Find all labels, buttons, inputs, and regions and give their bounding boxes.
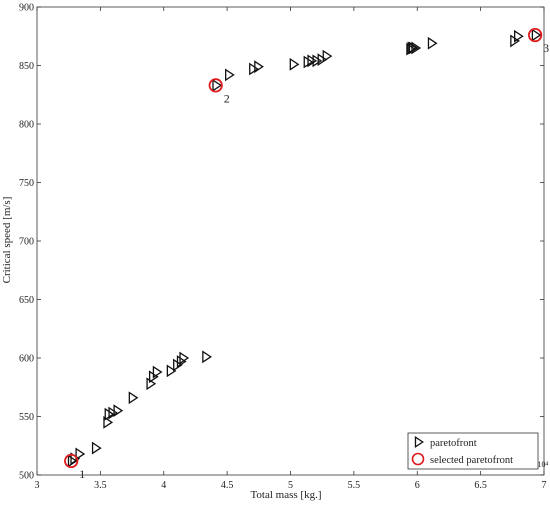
paretofront-point: [427, 36, 438, 50]
x-tick-label: 4.5: [221, 480, 234, 491]
paretofront-point: [212, 78, 223, 92]
x-tick-label: 6.5: [474, 480, 487, 491]
legend-label-selected: selected paretofront: [430, 455, 513, 466]
selected-point: [64, 453, 79, 469]
paretofront-point: [108, 406, 119, 420]
x-tick-label: 3: [35, 480, 40, 491]
axes-box: [36, 6, 545, 476]
paretofront-point: [249, 62, 259, 76]
paretofront-point: [179, 351, 190, 365]
paretofront-point: [317, 53, 328, 67]
x-tick-label: 5.5: [348, 480, 361, 491]
paretofront-point: [166, 364, 177, 378]
legend-marker-selected: [411, 452, 425, 466]
paretofront-point: [128, 391, 139, 405]
paretofront-point: [91, 441, 102, 455]
y-tick-label: 550: [19, 412, 34, 423]
legend-marker-paretofront: [414, 435, 424, 449]
selected-point-label: 1: [79, 467, 85, 481]
paretofront-point: [146, 377, 157, 391]
x-tick-label: 4: [161, 480, 166, 491]
paretofront-point: [202, 350, 212, 364]
paretofront-point: [322, 49, 333, 63]
paretofront-point: [312, 54, 323, 68]
paretofront-point: [531, 28, 542, 42]
paretofront-point: [289, 57, 300, 71]
selected-point-labels: 1 2 3: [79, 41, 549, 481]
paretofront-point: [307, 54, 318, 68]
x-axis-label: Total mass [kg.]: [250, 489, 321, 501]
x-tick-label: 5: [288, 480, 293, 491]
y-axis-ticks: 500 550 600 650 700 750 800 850 900: [19, 3, 544, 482]
x-tick-label: 6: [415, 480, 420, 491]
paretofront-point: [103, 415, 114, 429]
x-axis-multiplier: ×10⁴: [533, 460, 549, 469]
paretofront-point: [75, 447, 86, 461]
x-tick-label: 3.5: [94, 480, 107, 491]
paretofront-point: [152, 365, 163, 379]
x-axis-ticks: 3 3.5 4 4.5 5 5.5 6 6.5 7: [35, 7, 547, 491]
y-tick-label: 800: [19, 120, 34, 131]
selected-point-label: 2: [224, 91, 230, 105]
y-axis-label: Critical speed [m/s]: [1, 197, 13, 284]
y-tick-label: 650: [19, 295, 34, 306]
selected-point-label: 3: [543, 41, 549, 55]
legend: paretofront selected paretofront: [407, 432, 539, 470]
y-tick-label: 700: [19, 237, 34, 248]
plot-area-frame: [36, 6, 545, 476]
x-tick-label: 7: [542, 480, 547, 491]
selected-point: [208, 78, 223, 93]
data-series: [64, 27, 543, 469]
legend-label-paretofront: paretofront: [430, 438, 477, 449]
paretofront-point: [176, 355, 187, 368]
paretofront-point: [113, 404, 124, 418]
y-tick-label: 850: [19, 61, 34, 72]
paretofront-point: [411, 41, 422, 55]
y-tick-label: 500: [19, 471, 34, 482]
y-tick-label: 600: [19, 354, 34, 365]
y-tick-label: 750: [19, 178, 34, 189]
selected-point: [528, 27, 543, 43]
paretofront-point: [254, 60, 264, 74]
paretofront-point: [514, 29, 524, 43]
legend-box: [407, 432, 539, 470]
paretofront-point: [225, 68, 235, 82]
y-tick-label: 900: [19, 3, 34, 14]
paretofront-point: [408, 41, 419, 55]
